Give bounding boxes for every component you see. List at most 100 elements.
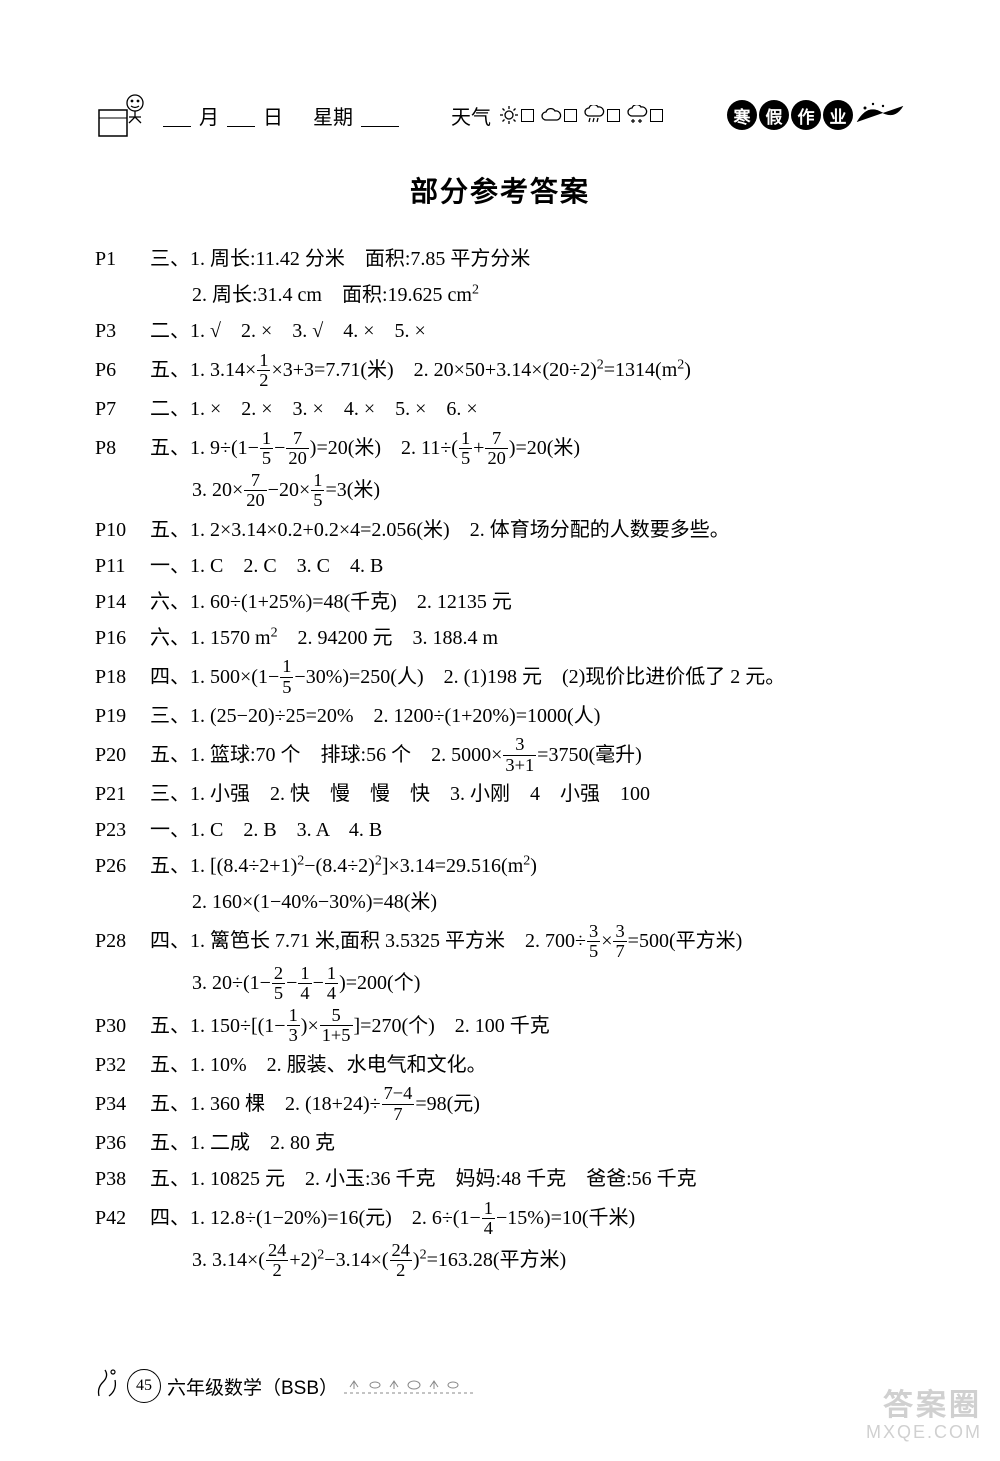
page-ref: P3 bbox=[95, 314, 150, 349]
answer-content: 五、1. 150÷[(1−13)×51+5]=270(个) 2. 100 千克 bbox=[150, 1006, 905, 1047]
answer-row: 3. 3.14×(242+2)2−3.14×(242)2=163.28(平方米) bbox=[95, 1240, 905, 1281]
footer-deco-left-icon bbox=[95, 1366, 121, 1406]
page-header: 月 日 星期 天气 寒 假 作 业 bbox=[95, 90, 905, 140]
answer-row: P10五、1. 2×3.14×0.2+0.2×4=2.056(米) 2. 体育场… bbox=[95, 513, 905, 548]
page-ref: P18 bbox=[95, 657, 150, 698]
watermark: 答案圈 MXQE.COM bbox=[866, 1380, 982, 1443]
day-blank bbox=[227, 103, 255, 127]
title-badges: 寒 假 作 业 bbox=[727, 100, 905, 130]
answer-row: P7二、1. × 2. × 3. × 4. × 5. × 6. × bbox=[95, 392, 905, 427]
badge-3: 作 bbox=[791, 100, 821, 130]
page-ref: P21 bbox=[95, 777, 150, 812]
answer-content: 三、1. (25−20)÷25=20% 2. 1200÷(1+20%)=1000… bbox=[150, 699, 905, 734]
answer-row: 2. 周长:31.4 cm 面积:19.625 cm2 bbox=[95, 278, 905, 313]
page-ref: P10 bbox=[95, 513, 150, 548]
answer-row: P26五、1. [(8.4÷2+1)2−(8.4÷2)2]×3.14=29.51… bbox=[95, 849, 905, 884]
answer-row: P34五、1. 360 棵 2. (18+24)÷7−47=98(元) bbox=[95, 1084, 905, 1125]
answer-row: P30五、1. 150÷[(1−13)×51+5]=270(个) 2. 100 … bbox=[95, 1006, 905, 1047]
answer-row: P32五、1. 10% 2. 服装、水电气和文化。 bbox=[95, 1048, 905, 1083]
weekday-blank bbox=[361, 103, 399, 127]
footer-deco-right-icon bbox=[344, 1373, 474, 1400]
page-ref: P19 bbox=[95, 699, 150, 734]
answer-row: P3二、1. √ 2. × 3. √ 4. × 5. × bbox=[95, 314, 905, 349]
page-number: 45 bbox=[136, 1377, 152, 1395]
answer-row: P18四、1. 500×(1−15−30%)=250(人) 2. (1)198 … bbox=[95, 657, 905, 698]
answer-content: 二、1. √ 2. × 3. √ 4. × 5. × bbox=[150, 314, 905, 349]
page-footer: 45 六年级数学（BSB） bbox=[95, 1366, 474, 1406]
footer-label: 六年级数学（BSB） bbox=[167, 1373, 338, 1400]
answer-row: P14六、1. 60÷(1+25%)=48(千克) 2. 12135 元 bbox=[95, 585, 905, 620]
page-ref: P1 bbox=[95, 242, 150, 277]
page-ref: P7 bbox=[95, 392, 150, 427]
answer-content: 五、1. 2×3.14×0.2+0.2×4=2.056(米) 2. 体育场分配的… bbox=[150, 513, 905, 548]
answer-row: P28四、1. 篱笆长 7.71 米,面积 3.5325 平方米 2. 700÷… bbox=[95, 921, 905, 962]
answer-content: 五、1. 3.14×12×3+3=7.71(米) 2. 20×50+3.14×(… bbox=[150, 350, 905, 391]
page-title: 部分参考答案 bbox=[95, 170, 905, 210]
answer-row: P20五、1. 篮球:70 个 排球:56 个 2. 5000×33+1=375… bbox=[95, 735, 905, 776]
page-ref: P34 bbox=[95, 1084, 150, 1125]
page-ref: P26 bbox=[95, 849, 150, 884]
page-number-circle: 45 bbox=[127, 1369, 161, 1403]
answer-row: 2. 160×(1−40%−30%)=48(米) bbox=[95, 885, 905, 920]
answer-content: 六、1. 60÷(1+25%)=48(千克) 2. 12135 元 bbox=[150, 585, 905, 620]
badge-4: 业 bbox=[823, 100, 853, 130]
page-ref: P14 bbox=[95, 585, 150, 620]
answer-content: 一、1. C 2. B 3. A 4. B bbox=[150, 813, 905, 848]
page-ref: P32 bbox=[95, 1048, 150, 1083]
header-doodle-icon bbox=[95, 90, 155, 140]
watermark-line1: 答案圈 bbox=[866, 1380, 982, 1424]
page-ref: P20 bbox=[95, 735, 150, 776]
sun-icon bbox=[499, 105, 534, 125]
answer-content: 2. 周长:31.4 cm 面积:19.625 cm2 bbox=[150, 278, 905, 313]
answer-row: P42四、1. 12.8÷(1−20%)=16(元) 2. 6÷(1−14−15… bbox=[95, 1198, 905, 1239]
page-ref: P8 bbox=[95, 428, 150, 469]
answer-content: 3. 20÷(1−25−14−14)=200(个) bbox=[150, 963, 905, 1004]
page-ref: P11 bbox=[95, 549, 150, 584]
answer-content: 四、1. 篱笆长 7.71 米,面积 3.5325 平方米 2. 700÷35×… bbox=[150, 921, 905, 962]
page-ref: P28 bbox=[95, 921, 150, 962]
watermark-line2: MXQE.COM bbox=[866, 1422, 982, 1443]
answer-content: 五、1. 篮球:70 个 排球:56 个 2. 5000×33+1=3750(毫… bbox=[150, 735, 905, 776]
answer-row: P23一、1. C 2. B 3. A 4. B bbox=[95, 813, 905, 848]
answer-content: 五、1. 360 棵 2. (18+24)÷7−47=98(元) bbox=[150, 1084, 905, 1125]
answer-row: P16六、1. 1570 m2 2. 94200 元 3. 188.4 m bbox=[95, 621, 905, 656]
answer-row: P8五、1. 9÷(1−15−720)=20(米) 2. 11÷(15+720)… bbox=[95, 428, 905, 469]
answer-content: 五、1. 10825 元 2. 小玉:36 千克 妈妈:48 千克 爸爸:56 … bbox=[150, 1162, 905, 1197]
cloud-icon bbox=[540, 106, 577, 124]
answer-row: P21三、1. 小强 2. 快 慢 慢 快 3. 小刚 4 小强 100 bbox=[95, 777, 905, 812]
answer-content: 五、1. 9÷(1−15−720)=20(米) 2. 11÷(15+720)=2… bbox=[150, 428, 905, 469]
answer-row: P11一、1. C 2. C 3. C 4. B bbox=[95, 549, 905, 584]
month-label: 月 bbox=[199, 101, 219, 130]
snow-icon bbox=[626, 105, 663, 125]
answer-content: 二、1. × 2. × 3. × 4. × 5. × 6. × bbox=[150, 392, 905, 427]
rain-icon bbox=[583, 105, 620, 125]
answer-content: 三、1. 周长:11.42 分米 面积:7.85 平方分米 bbox=[150, 242, 905, 277]
page-ref: P23 bbox=[95, 813, 150, 848]
answer-row: 3. 20÷(1−25−14−14)=200(个) bbox=[95, 963, 905, 1004]
answer-row: P1三、1. 周长:11.42 分米 面积:7.85 平方分米 bbox=[95, 242, 905, 277]
answer-content: 三、1. 小强 2. 快 慢 慢 快 3. 小刚 4 小强 100 bbox=[150, 777, 905, 812]
header-right-deco-icon bbox=[855, 100, 905, 130]
answer-row: P19三、1. (25−20)÷25=20% 2. 1200÷(1+20%)=1… bbox=[95, 699, 905, 734]
weekday-label: 星期 bbox=[313, 101, 353, 130]
answer-content: 五、1. 10% 2. 服装、水电气和文化。 bbox=[150, 1048, 905, 1083]
answer-content: 五、1. 二成 2. 80 克 bbox=[150, 1126, 905, 1161]
page-ref: P38 bbox=[95, 1162, 150, 1197]
page-ref: P36 bbox=[95, 1126, 150, 1161]
answers-list: P1三、1. 周长:11.42 分米 面积:7.85 平方分米2. 周长:31.… bbox=[95, 242, 905, 1281]
badge-2: 假 bbox=[759, 100, 789, 130]
weather-label: 天气 bbox=[451, 101, 491, 130]
page-ref: P16 bbox=[95, 621, 150, 656]
answer-content: 五、1. [(8.4÷2+1)2−(8.4÷2)2]×3.14=29.516(m… bbox=[150, 849, 905, 884]
page-ref: P30 bbox=[95, 1006, 150, 1047]
answer-content: 2. 160×(1−40%−30%)=48(米) bbox=[150, 885, 905, 920]
answer-content: 3. 3.14×(242+2)2−3.14×(242)2=163.28(平方米) bbox=[150, 1240, 905, 1281]
answer-content: 3. 20×720−20×15=3(米) bbox=[150, 470, 905, 511]
page-ref: P6 bbox=[95, 350, 150, 391]
page-ref: P42 bbox=[95, 1198, 150, 1239]
month-blank bbox=[163, 103, 191, 127]
answer-row: 3. 20×720−20×15=3(米) bbox=[95, 470, 905, 511]
answer-row: P36五、1. 二成 2. 80 克 bbox=[95, 1126, 905, 1161]
answer-row: P38五、1. 10825 元 2. 小玉:36 千克 妈妈:48 千克 爸爸:… bbox=[95, 1162, 905, 1197]
answer-content: 四、1. 500×(1−15−30%)=250(人) 2. (1)198 元 (… bbox=[150, 657, 905, 698]
